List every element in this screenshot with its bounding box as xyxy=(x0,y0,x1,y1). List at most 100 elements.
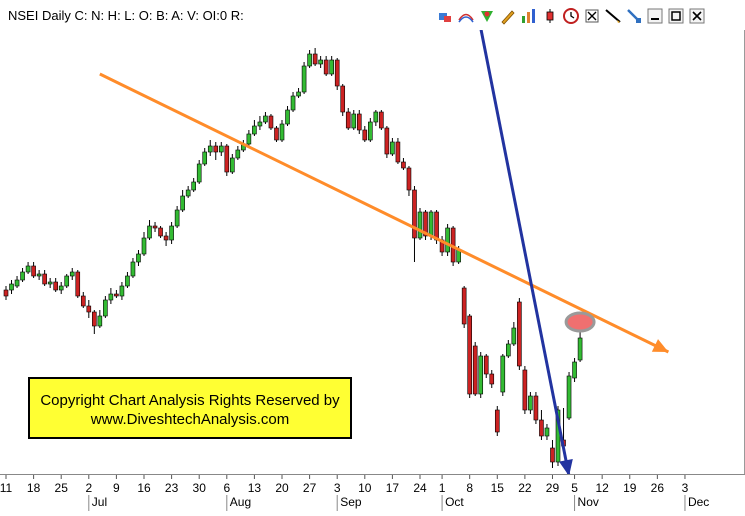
candle xyxy=(202,148,208,166)
candle xyxy=(235,146,241,160)
candle-body xyxy=(401,161,406,169)
candle xyxy=(506,340,511,358)
candle xyxy=(64,274,70,288)
candle xyxy=(406,166,412,196)
candle-body xyxy=(114,293,119,297)
candle xyxy=(252,120,257,136)
x-tick-label: 9 xyxy=(113,481,120,495)
candle xyxy=(390,138,395,156)
line-draw-icon[interactable] xyxy=(604,7,622,25)
candle xyxy=(185,186,191,198)
x-tick-label: 8 xyxy=(466,481,473,495)
candle-body xyxy=(202,151,208,165)
close-icon[interactable] xyxy=(688,7,706,25)
overlay-icon[interactable] xyxy=(457,7,475,25)
candle xyxy=(147,220,152,240)
down-arrow-head xyxy=(559,458,573,474)
x-tick-label: 11 xyxy=(0,481,13,495)
candle-body xyxy=(345,111,351,129)
candle-body xyxy=(467,315,472,395)
chart-title: NSEI Daily C: N: H: L: O: B: A: V: OI:0 … xyxy=(8,8,244,23)
candle xyxy=(58,282,64,294)
chart-props-icon[interactable] xyxy=(436,7,454,25)
indicator-icon[interactable] xyxy=(478,7,496,25)
candle xyxy=(20,268,25,282)
candle-body xyxy=(522,369,528,411)
candle xyxy=(169,222,174,244)
clock-icon[interactable] xyxy=(562,7,580,25)
candle-body xyxy=(539,419,544,437)
candle-body xyxy=(362,129,368,141)
candle xyxy=(119,282,125,300)
x-tick-label: 18 xyxy=(27,481,41,495)
candle xyxy=(379,110,384,130)
candle xyxy=(136,250,141,266)
candle-body xyxy=(290,95,296,111)
minimize-icon[interactable] xyxy=(646,7,664,25)
candle xyxy=(14,276,20,288)
candle-body xyxy=(185,189,191,197)
candle-body xyxy=(92,311,97,327)
x-tick-label: 10 xyxy=(358,481,372,495)
x-tick-label: 29 xyxy=(546,481,560,495)
candle-body xyxy=(20,271,25,281)
candle-body xyxy=(301,65,307,93)
candle-body xyxy=(119,285,125,297)
candle-body xyxy=(69,271,75,277)
x-tick-label: 3 xyxy=(682,481,689,495)
candle xyxy=(207,140,213,156)
candle xyxy=(478,352,484,398)
x-tick-label: 1 xyxy=(439,481,446,495)
candle-body xyxy=(224,145,230,173)
watermark-line2: www.DiveshtechAnalysis.com xyxy=(90,411,290,428)
candle-body xyxy=(517,301,522,367)
candle xyxy=(141,232,147,256)
candle xyxy=(307,50,312,68)
x-tick-label: 25 xyxy=(55,481,69,495)
candle-icon[interactable] xyxy=(541,7,559,25)
toolbar xyxy=(436,7,706,25)
x-tick-label: 26 xyxy=(651,481,665,495)
candle xyxy=(368,118,373,142)
candle xyxy=(467,314,472,398)
candle xyxy=(539,410,544,440)
candle xyxy=(246,130,252,146)
candle xyxy=(356,110,362,134)
candle xyxy=(373,110,379,126)
candle xyxy=(533,392,539,424)
candle-body xyxy=(268,115,274,129)
candle-body xyxy=(80,295,86,307)
x-tick-label: 24 xyxy=(413,481,427,495)
bar-chart-icon[interactable] xyxy=(520,7,538,25)
candle-body xyxy=(528,395,533,411)
candle-body xyxy=(340,85,346,113)
candle-body xyxy=(368,121,373,141)
candle xyxy=(351,110,357,130)
candle-body xyxy=(506,343,511,357)
candle xyxy=(42,270,47,286)
tool-icon[interactable] xyxy=(625,7,643,25)
down-arrow-line[interactable] xyxy=(479,30,571,474)
candle xyxy=(9,280,14,294)
candle-body xyxy=(191,181,196,191)
candle xyxy=(180,190,185,212)
candle xyxy=(97,310,103,328)
pencil-icon[interactable] xyxy=(499,7,517,25)
trendline[interactable] xyxy=(99,72,670,354)
candle xyxy=(47,278,53,288)
candle xyxy=(80,292,86,308)
candle xyxy=(472,342,478,396)
crosshair-icon[interactable] xyxy=(583,7,601,25)
maximize-icon[interactable] xyxy=(667,7,685,25)
candle xyxy=(329,56,334,76)
candle-body xyxy=(550,447,555,463)
candle xyxy=(218,142,224,156)
candle-body xyxy=(263,115,268,123)
candle-body xyxy=(47,281,53,285)
x-tick-label: 3 xyxy=(334,481,341,495)
candle xyxy=(3,286,9,300)
candle-body xyxy=(533,395,539,421)
copyright-watermark: Copyright Chart Analysis Rights Reserved… xyxy=(28,377,352,439)
highlight-ellipse xyxy=(564,311,596,333)
candle xyxy=(550,440,555,468)
